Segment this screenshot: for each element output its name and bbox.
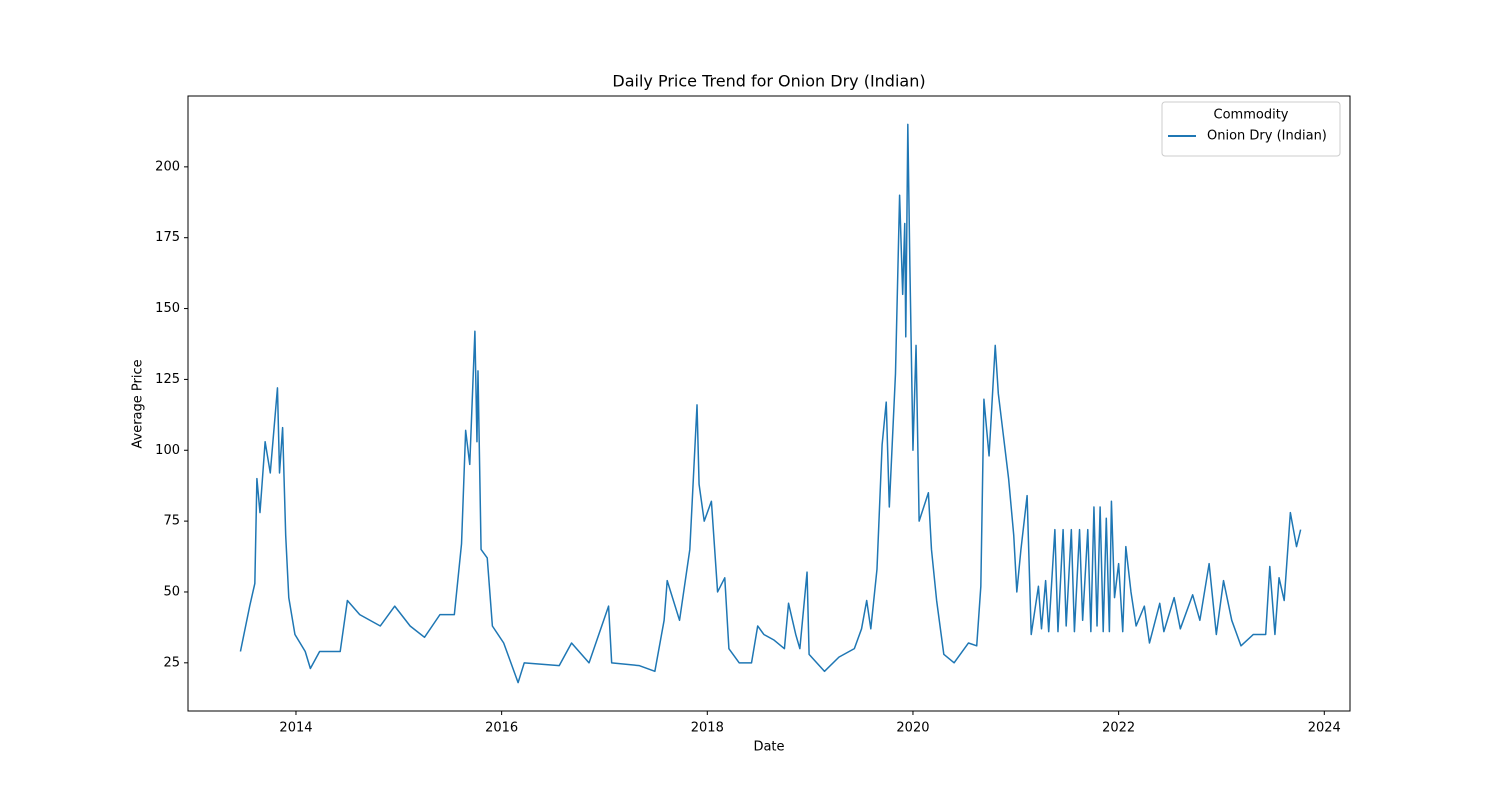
y-tick-label: 150 — [155, 301, 180, 316]
y-tick-label: 50 — [163, 584, 180, 599]
y-tick-label: 75 — [163, 514, 180, 529]
y-axis-label: Average Price — [131, 359, 146, 448]
legend-label: Onion Dry (Indian) — [1207, 129, 1327, 144]
y-tick-label: 175 — [155, 230, 180, 245]
y-tick-label: 125 — [155, 372, 180, 387]
plot-frame — [187, 95, 1351, 712]
y-tick-label: 25 — [163, 655, 180, 670]
legend-box — [1161, 101, 1341, 157]
x-tick-label: 2022 — [1102, 721, 1135, 736]
x-tick-label: 2018 — [691, 721, 724, 736]
y-tick-label: 200 — [155, 159, 180, 174]
x-tick-label: 2024 — [1308, 721, 1341, 736]
x-tick-label: 2020 — [896, 721, 929, 736]
chart-title: Daily Price Trend for Onion Dry (Indian) — [612, 72, 925, 91]
y-tick-label: 100 — [155, 443, 180, 458]
line — [239, 123, 1302, 684]
x-tick-label: 2014 — [279, 721, 312, 736]
x-tick-label: 2016 — [485, 721, 518, 736]
x-axis-label: Date — [753, 740, 784, 755]
legend-title: Commodity — [1214, 108, 1289, 123]
